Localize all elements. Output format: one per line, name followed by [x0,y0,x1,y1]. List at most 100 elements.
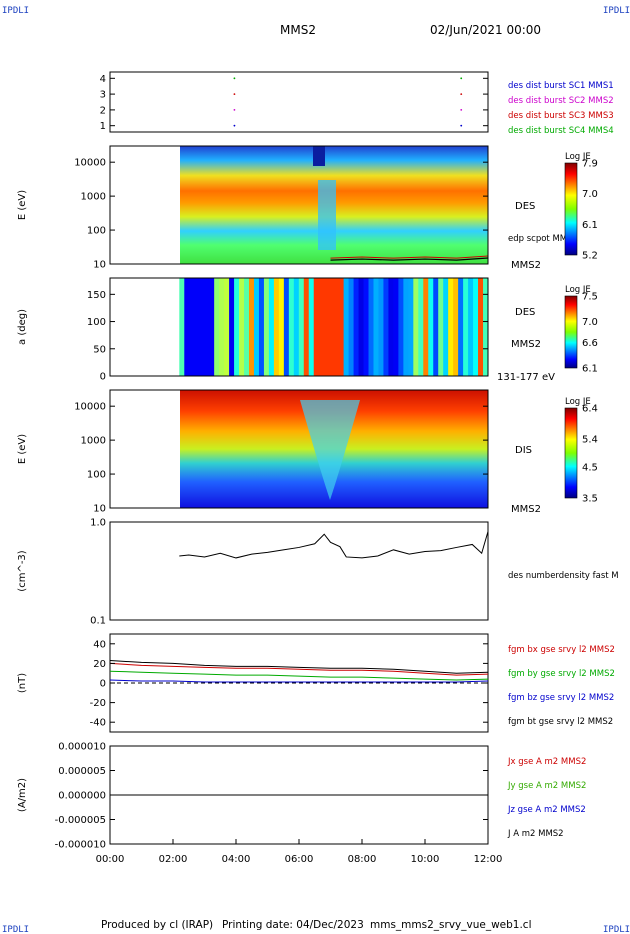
density-ylabel: (cm^-3) [17,550,28,591]
density-y-tick-label: 1.0 [90,518,106,529]
pitch-angle-column [443,278,449,376]
pitch-angle-sc-label: MMS2 [511,339,541,350]
magnetic-field-y-tick-label: 20 [93,659,106,670]
burst-point [460,93,463,96]
pitch-angle-column [433,278,439,376]
burst-y-tick-label: 1 [100,121,106,132]
current-y-tick-label: -0.000005 [55,815,106,826]
panel-dis-energy: E (eV) 10000 1000 100 10 DIS MMS2 Log JE 6.… [17,389,598,515]
colorbar-tick-label: 7.5 [582,292,598,303]
burst-point [233,124,236,127]
magnetic-field-lines [109,659,489,683]
pitch-angle-column [348,278,355,376]
current-legend-item: Jz gse A m2 MMS2 [507,805,586,815]
burst-y-tick-label: 3 [100,90,106,101]
density-y-tick-label: 0.1 [90,616,106,627]
magnetic-field-series-line [109,662,489,676]
pitch-angle-column [383,278,389,376]
pitch-angle-column [483,278,489,376]
datetime-title: 02/Jun/2021 00:00 [430,23,541,37]
pitch-angle-colorbar-ticks: 7.5 7.0 6.6 6.1 [582,292,598,375]
pitch-angle-y-tick-label: 0 [100,372,106,383]
pitch-angle-column [224,278,230,376]
pitch-angle-column [283,278,290,376]
magnetic-field-y-tick-label: 40 [93,639,106,650]
pitch-angle-column [273,278,280,376]
pitch-angle-column [219,278,225,376]
magnetic-field-legend-item: fgm bt gse srvy l2 MMS2 [508,717,613,727]
dis-energy-y-tick-label: 100 [87,470,106,481]
pitch-angle-y-ticks: 150 100 50 0 [87,290,488,383]
magnetic-field-y-tick-label: -40 [90,718,106,729]
pitch-angle-column [363,278,370,376]
pitch-angle-column [323,278,330,376]
current-ylabel: (A/m2) [17,778,28,812]
des-energy-scpot-label: edp scpot MMS2 [508,234,578,244]
pitch-angle-column [194,278,200,376]
pitch-angle-colorbar-bar [564,295,578,369]
colorbar-tick-label: 7.0 [582,317,598,328]
dis-energy-y-ticks: 10000 1000 100 10 [74,402,488,515]
burst-point [233,77,236,80]
pitch-angle-column [423,278,429,376]
time-tick-label: 00:00 [96,854,125,865]
pitch-angle-column [268,278,275,376]
dis-energy-sc-label: MMS2 [511,504,541,515]
current-legend-item: Jy gse A m2 MMS2 [507,781,586,791]
pitch-angle-column [458,278,464,376]
dis-energy-frame [109,389,489,509]
pitch-angle-column [368,278,374,376]
des-energy-y-tick-label: 10 [93,260,106,271]
pitch-angle-column [209,278,215,376]
spacecraft-title: MMS2 [280,23,316,37]
edp-scpot-line [330,257,489,261]
pitch-angle-column [184,278,190,376]
panel-density: (cm^-3) 1.0 0.1 des numberdensity fast M [17,518,619,627]
burst-points [233,77,463,127]
pitch-angle-column [293,278,300,376]
pitch-angle-column [438,278,444,376]
pitch-angle-column [373,278,379,376]
burst-y-tick-label: 2 [100,105,106,116]
pitch-angle-column [408,278,414,376]
footer-printing-date: Printing date: 04/Dec/2023 [222,919,364,931]
pitch-angle-column [249,278,255,376]
pitch-angle-instrument-label: DES [515,307,535,318]
footer-filename: mms_mms2_srvy_vue_web1.cl [370,919,532,931]
pitch-angle-column [393,278,399,376]
density-line [179,531,489,559]
des-dip-region [318,180,336,250]
burst-legend-item: des dist burst SC1 MMS1 [508,81,614,91]
pitch-angle-spectrogram [179,278,489,376]
dis-energy-colorbar-ticks: 6.4 5.4 4.5 3.5 [582,404,598,505]
pitch-angle-y-tick-label: 100 [87,317,106,328]
burst-point [460,108,463,111]
current-y-tick-label: 0.000010 [58,742,106,753]
pitch-angle-column [298,278,305,376]
pitch-angle-energy-label: 131-177 eV [497,372,555,383]
pitch-angle-column [189,278,195,376]
pitch-angle-column [258,278,265,376]
pitch-angle-column [318,278,325,376]
colorbar-tick-label: 6.1 [582,364,598,375]
pitch-angle-column [388,278,394,376]
pitch-angle-column [473,278,479,376]
pitch-angle-column [453,278,459,376]
dis-energy-colorbar: Log JE 6.4 5.4 4.5 3.5 [564,397,598,505]
pitch-angle-column [478,278,484,376]
pitch-angle-column [204,278,210,376]
pitch-angle-column [378,278,384,376]
des-energy-y-tick-label: 10000 [74,158,106,169]
magnetic-field-y-tick-label: 0 [100,679,106,690]
des-energy-y-tick-label: 100 [87,226,106,237]
pitch-angle-column [179,278,185,376]
current-y-ticks: 0.000010 0.000005 0.000000 -0.000005 -0.0000… [55,742,488,851]
pitch-angle-column [413,278,419,376]
pitch-angle-colorbar: Log JE 7.5 7.0 6.6 6.1 [564,285,598,375]
dis-energy-y-tick-label: 10 [93,504,106,515]
dis-energy-y-tick-label: 1000 [81,436,106,447]
panel-des-energy: E (eV) 10000 1000 100 10 DES edp scpot MMS2… [17,145,598,271]
pitch-angle-column [448,278,454,376]
pitch-angle-column [333,278,340,376]
